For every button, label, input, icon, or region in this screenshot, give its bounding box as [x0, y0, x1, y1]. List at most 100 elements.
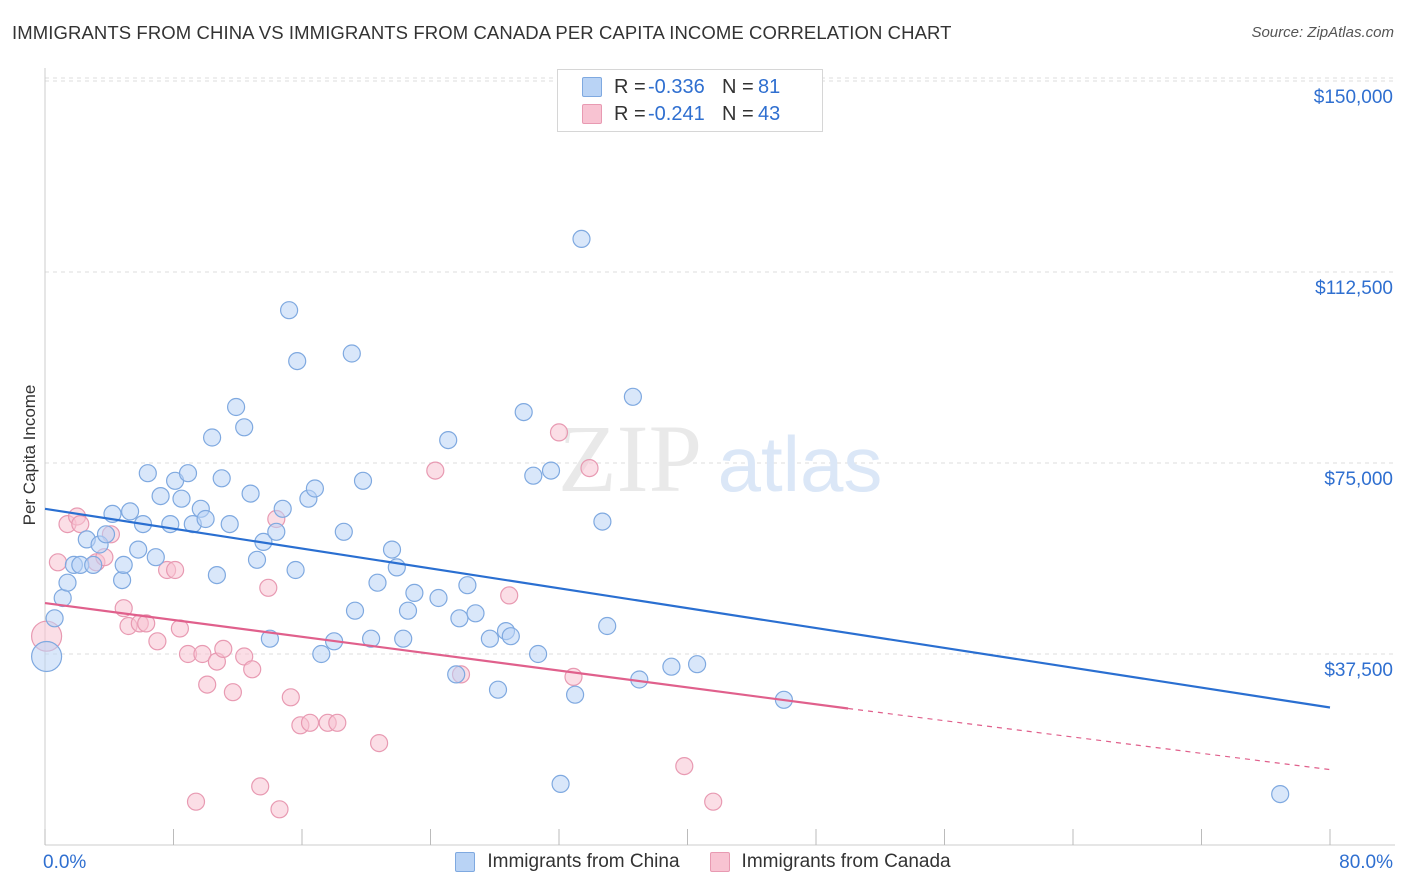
china-point-72	[572, 229, 591, 248]
r-label: R =	[614, 75, 646, 98]
source-label: Source: ZipAtlas.com	[1251, 24, 1394, 41]
n-value: 43	[758, 102, 781, 125]
china-point-1	[45, 609, 64, 628]
canada-trend-line	[44, 601, 849, 710]
canada-swatch	[582, 104, 602, 124]
legend-row-canada: R = -0.241 N = 43	[582, 101, 780, 127]
legend-item-china[interactable]: Immigrants from China	[455, 851, 680, 873]
china-point-37	[273, 499, 292, 518]
canada-point-21	[214, 639, 233, 659]
china-point-53	[394, 629, 413, 648]
canada-point-40	[580, 459, 599, 478]
china-point-38	[280, 301, 299, 320]
china-point-31	[235, 418, 254, 437]
china-point-70	[551, 774, 570, 794]
china-point-43	[312, 644, 331, 664]
china-point-12	[114, 555, 133, 575]
china-point-16	[138, 464, 157, 483]
canada-point-24	[243, 660, 262, 679]
canada-point-41	[675, 756, 694, 776]
china-point-27	[207, 565, 226, 585]
china-point-42	[305, 479, 324, 498]
china-trend-line	[44, 507, 1331, 709]
china-point-62	[480, 629, 499, 648]
canada-point-14	[166, 560, 185, 580]
trend-lines	[44, 507, 1331, 771]
x-tick-0: 0.0%	[43, 852, 87, 873]
china-swatch	[582, 77, 602, 97]
china-point-59	[450, 609, 469, 628]
watermark-zip: ZIP	[558, 405, 702, 512]
canada-point-37	[500, 586, 519, 605]
china-point-39	[286, 560, 305, 580]
china-point-13	[121, 502, 140, 521]
china-legend-label: Immigrants from China	[487, 851, 680, 872]
legend-row-china: R = -0.336 N = 81	[582, 74, 780, 100]
china-point-21	[172, 489, 191, 508]
canada-point-25	[251, 777, 270, 796]
canada-point-28	[270, 800, 289, 819]
china-point-48	[353, 471, 373, 490]
china-point-54	[398, 601, 418, 620]
china-point-17	[146, 548, 165, 567]
china-point-32	[241, 484, 260, 503]
china-point-3	[58, 573, 77, 592]
watermark-atlas: atlas	[718, 420, 883, 508]
china-point-65	[501, 627, 520, 646]
canada-point-33	[328, 713, 347, 732]
legend-item-canada[interactable]: Immigrants from Canada	[709, 851, 951, 873]
china-point-14	[129, 540, 148, 559]
axes	[44, 68, 1395, 846]
china-point-7	[84, 555, 103, 575]
canada-point-35	[426, 461, 445, 480]
correlation-legend: R = -0.336 N = 81 R = -0.241 N = 43	[557, 69, 823, 132]
canada-point-29	[281, 688, 300, 707]
china-point-78	[687, 655, 707, 674]
china-point-11	[112, 570, 132, 590]
china-point-18	[151, 487, 170, 506]
canada-point-18	[193, 644, 212, 664]
canada-point-11	[137, 614, 156, 633]
china-point-75	[623, 387, 643, 406]
china-point-61	[466, 604, 485, 623]
canada-point-12	[148, 632, 167, 651]
china-point-45	[334, 522, 353, 541]
x-tick-80: 80.0%	[1339, 852, 1393, 873]
china-point-57	[439, 431, 458, 450]
n-label: N =	[722, 102, 754, 125]
canada-point-38	[549, 423, 569, 442]
canada-point-17	[186, 792, 206, 811]
china-point-56	[429, 588, 448, 608]
r-label: R =	[614, 102, 646, 125]
china-point-60	[458, 576, 477, 595]
watermark: ZIP atlas	[558, 405, 882, 512]
canada-point-26	[259, 578, 278, 597]
china-point-51	[382, 540, 402, 559]
china-point-30	[227, 397, 246, 417]
china-point-47	[345, 601, 365, 620]
china-point-28	[212, 469, 231, 488]
china-point-71	[565, 685, 585, 704]
canada-legend-swatch	[709, 852, 730, 872]
china-point-80	[1271, 784, 1290, 804]
china-point-67	[524, 466, 543, 485]
china-point-35	[260, 629, 279, 648]
china-point-77	[662, 657, 681, 676]
china-point-40	[288, 352, 307, 371]
china-point-69	[541, 461, 561, 480]
china-point-36	[267, 522, 286, 541]
canada-point-34	[370, 733, 389, 753]
china-point-63	[488, 680, 508, 699]
china-point-46	[342, 344, 361, 363]
r-value: -0.336	[648, 75, 705, 98]
china-legend-swatch	[455, 852, 476, 872]
china-points	[30, 229, 1290, 804]
y-tick-150000: $150,000	[1313, 87, 1393, 108]
grid-lines	[45, 77, 1395, 655]
canada-point-1	[48, 553, 68, 572]
china-point-49	[362, 629, 381, 648]
series-legend: Immigrants from China Immigrants from Ca…	[0, 851, 1406, 873]
china-point-26	[203, 428, 222, 447]
china-point-66	[514, 403, 533, 422]
